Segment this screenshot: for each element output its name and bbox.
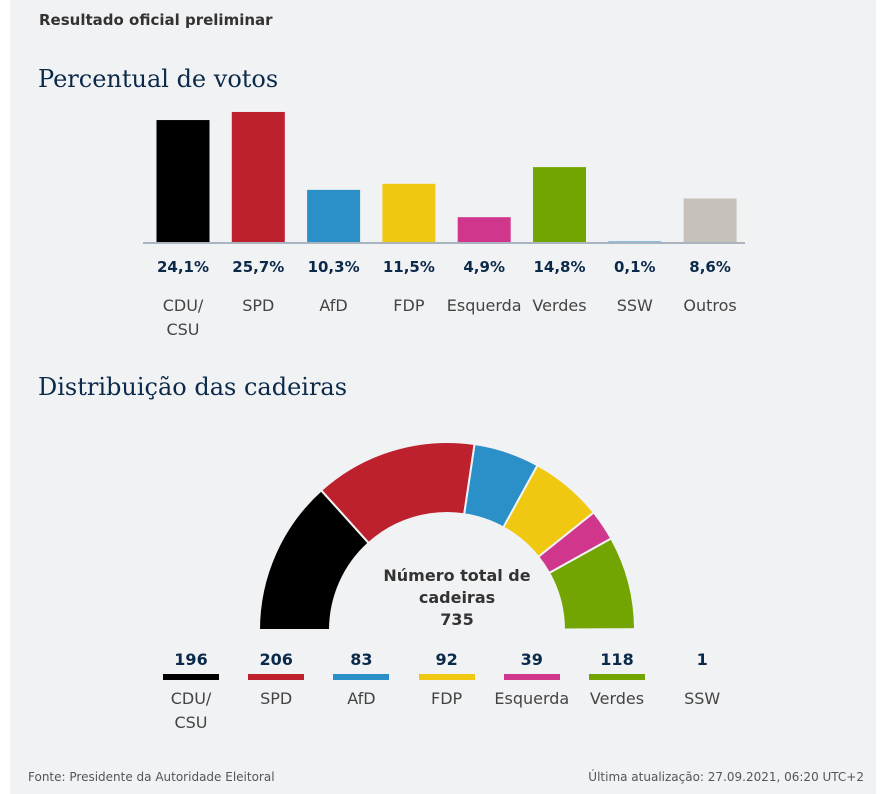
bar-category-label: Outros [683, 296, 737, 315]
bar-category-label: Verdes [532, 296, 587, 315]
results-panel: Resultado oficial preliminar Percentual … [10, 0, 876, 794]
votes-chart-title: Percentual de votos [38, 65, 279, 93]
seat-count: 1 [696, 650, 708, 669]
legend-swatch [503, 674, 560, 680]
seat-party-label: Esquerda [494, 689, 570, 708]
chart-canvas [143, 111, 745, 631]
bar [231, 111, 285, 242]
bar-category-label: CDU/ CSU [162, 296, 204, 339]
seat-party-label: SPD [260, 689, 293, 708]
legend-swatch [589, 674, 645, 680]
bar-value-label: 25,7% [232, 258, 285, 276]
bar-category-label: FDP [393, 296, 425, 315]
seat-count: 118 [600, 650, 634, 669]
seat-party-label: SSW [684, 689, 721, 708]
seat-party-label: CDU/ CSU [170, 689, 212, 732]
seat-count: 39 [520, 650, 543, 669]
seats-total-value: 735 [440, 610, 474, 629]
seat-party-label: FDP [431, 689, 463, 708]
bar-category-label: SSW [616, 296, 653, 315]
last-updated: Última atualização: 27.09.2021, 06:20 UT… [588, 770, 864, 784]
bar-value-label: 11,5% [382, 258, 435, 276]
seats-chart-title: Distribuição das cadeiras [38, 373, 348, 401]
seats-total: Número total de cadeiras 735 [357, 565, 557, 631]
bar-value-label: 8,6% [689, 258, 731, 276]
bar-value-label: 4,9% [463, 258, 505, 276]
bar [156, 120, 210, 242]
bar [608, 241, 662, 242]
seat-count: 206 [259, 650, 293, 669]
seat-count: 92 [435, 650, 458, 669]
bar [382, 183, 436, 242]
bar-category-label: Esquerda [446, 296, 522, 315]
bar-value-label: 24,1% [156, 258, 210, 276]
source-note: Fonte: Presidente da Autoridade Eleitora… [28, 770, 275, 784]
bar-category-label: SPD [242, 296, 275, 315]
legend-swatch [163, 674, 219, 680]
seats-total-label: Número total de cadeiras [383, 566, 531, 607]
seat-party-label: AfD [347, 689, 376, 708]
bar [307, 189, 361, 242]
subtitle: Resultado oficial preliminar [39, 11, 273, 29]
bar [533, 167, 586, 242]
bar [683, 198, 737, 242]
seat-party-label: Verdes [589, 689, 645, 708]
bar-category-label: AfD [319, 296, 348, 315]
bar [457, 217, 511, 242]
legend-swatch [333, 674, 390, 680]
seat-segment [562, 628, 637, 631]
seat-count: 83 [350, 650, 373, 669]
bar-value-label: 14,8% [533, 258, 586, 276]
seat-count: 196 [174, 650, 208, 669]
legend-swatch [248, 674, 305, 680]
bar-value-label: 10,3% [307, 258, 360, 276]
legend-swatch [418, 674, 475, 680]
bar-value-label: 0,1% [613, 258, 656, 276]
